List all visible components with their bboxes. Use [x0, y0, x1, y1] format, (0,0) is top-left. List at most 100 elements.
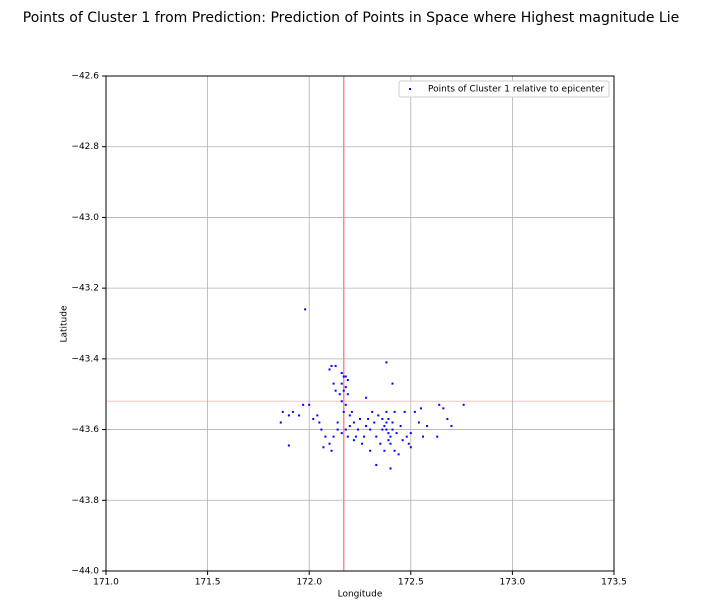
point: [298, 414, 301, 417]
plot-frame: [105, 75, 615, 572]
legend-label: Points of Cluster 1 relative to epicente…: [428, 85, 605, 95]
point: [417, 421, 420, 424]
legend-marker: [409, 88, 411, 90]
point: [346, 379, 349, 382]
point: [324, 435, 327, 438]
point: [354, 435, 357, 438]
point: [389, 435, 392, 438]
point: [336, 421, 339, 424]
point: [363, 435, 366, 438]
point: [342, 410, 345, 413]
point: [379, 442, 382, 445]
point: [344, 428, 347, 431]
y-axis-label: Latitude: [60, 305, 70, 343]
point: [442, 407, 445, 410]
point: [334, 364, 337, 367]
point: [413, 410, 416, 413]
point: [348, 425, 351, 428]
point: [348, 414, 351, 417]
legend-box: [398, 80, 610, 98]
point: [391, 428, 394, 431]
point: [352, 421, 355, 424]
point: [367, 417, 370, 420]
point: [385, 421, 388, 424]
point: [409, 432, 412, 435]
point: [393, 449, 396, 452]
point: [344, 403, 347, 406]
point: [308, 403, 311, 406]
point: [385, 361, 388, 364]
point: [336, 428, 339, 431]
point: [391, 382, 394, 385]
point: [350, 410, 353, 413]
point: [387, 439, 390, 442]
point: [340, 382, 343, 385]
point: [359, 417, 361, 420]
point: [281, 410, 284, 413]
point: [438, 403, 441, 406]
point: [344, 386, 347, 389]
point: [340, 432, 343, 435]
point: [401, 439, 404, 442]
point: [446, 417, 449, 420]
point: [385, 428, 388, 431]
point: [369, 428, 372, 431]
point: [450, 425, 453, 428]
y-tick-label: −42.8: [71, 142, 99, 152]
y-tick-label: −43.6: [71, 425, 99, 435]
y-tick-label: −43.8: [71, 496, 99, 506]
point: [320, 428, 323, 431]
x-tick-label: 171.0: [93, 578, 119, 588]
point: [346, 435, 349, 438]
point: [373, 421, 376, 424]
point: [328, 368, 331, 371]
point: [330, 364, 333, 367]
point: [405, 435, 408, 438]
point: [361, 442, 364, 445]
x-tick-label: 172.0: [296, 578, 322, 588]
y-tick-label: −44.0: [71, 567, 99, 577]
point: [387, 417, 390, 420]
point: [383, 425, 386, 428]
point: [375, 435, 378, 438]
point: [342, 389, 345, 392]
point: [365, 396, 368, 399]
point: [393, 410, 396, 413]
point: [318, 421, 321, 424]
point: [342, 375, 345, 378]
point: [397, 453, 400, 456]
point: [391, 421, 394, 424]
point: [332, 435, 335, 438]
point: [287, 414, 290, 417]
y-tick-label: −43.2: [71, 284, 99, 294]
point: [346, 393, 349, 396]
point: [328, 442, 331, 445]
point: [409, 446, 412, 449]
point: [312, 417, 315, 420]
y-tick-label: −42.6: [71, 72, 99, 82]
point: [279, 421, 282, 424]
point: [334, 389, 337, 392]
x-tick-label: 172.5: [398, 578, 424, 588]
chart-title: Points of Cluster 1 from Prediction: Pre…: [23, 10, 679, 26]
point: [291, 410, 294, 413]
point: [407, 442, 410, 445]
point: [395, 432, 398, 435]
x-axis-label: Longitude: [338, 590, 383, 600]
point: [340, 400, 343, 403]
point: [287, 444, 290, 447]
point: [387, 432, 390, 435]
point: [389, 467, 392, 470]
point: [304, 308, 307, 311]
y-tick-label: −43.4: [71, 354, 99, 364]
point: [352, 439, 355, 442]
point: [381, 417, 384, 420]
point: [371, 410, 374, 413]
point: [389, 442, 392, 445]
point: [403, 410, 406, 413]
point: [385, 410, 388, 413]
point: [332, 382, 335, 385]
y-tick-label: −43.0: [71, 213, 99, 223]
